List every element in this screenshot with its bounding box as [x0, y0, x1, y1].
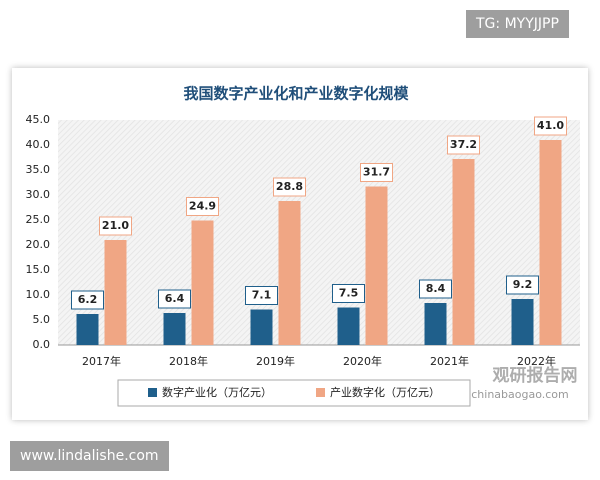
value-label-box: [71, 290, 104, 310]
y-tick-label: 20.0: [26, 238, 51, 251]
bar: [452, 159, 475, 345]
bar: [76, 314, 99, 345]
bar: [163, 313, 186, 345]
value-label-box: [99, 216, 132, 236]
value-label-box: [332, 284, 365, 303]
value-label-box: [534, 116, 567, 136]
value-label-box: [506, 275, 539, 295]
bar: [511, 299, 534, 345]
bar: [539, 140, 562, 345]
y-tick-label: 25.0: [26, 213, 51, 226]
value-label: 8.4: [426, 282, 446, 295]
bar: [337, 307, 360, 345]
bar: [424, 303, 447, 345]
value-label: 28.8: [276, 180, 303, 193]
y-tick-label: 40.0: [26, 138, 51, 151]
value-label-box: [419, 279, 452, 299]
legend-box: [117, 379, 471, 407]
value-label-box: [158, 289, 191, 309]
value-label-box: [245, 286, 278, 305]
bar: [104, 240, 127, 345]
legend-swatch: [148, 388, 157, 397]
bar: [278, 201, 301, 345]
value-label: 6.4: [165, 292, 185, 305]
y-tick-label: 0.0: [33, 338, 51, 351]
x-tick-label: 2019年: [256, 354, 295, 368]
x-tick-label: 2022年: [517, 354, 556, 368]
value-label: 31.7: [363, 166, 390, 179]
value-label: 41.0: [537, 119, 564, 132]
value-label: 21.0: [102, 219, 129, 232]
chart: 我国数字产业化和产业数字化规模 观研报告网 chinabaogao.com 0.…: [26, 85, 580, 407]
x-tick-label: 2020年: [343, 354, 382, 368]
bar: [250, 309, 273, 345]
x-tick-label: 2017年: [82, 354, 121, 368]
x-tick-label: 2018年: [169, 354, 208, 368]
tag-bottom: www.lindalishe.com: [10, 441, 169, 471]
watermark: chinabaogao.com: [471, 388, 569, 401]
legend-label: 数字产业化（万亿元）: [162, 385, 272, 399]
value-label-box: [360, 163, 393, 182]
y-tick-label: 15.0: [26, 263, 51, 276]
y-tick-label: 5.0: [33, 313, 51, 326]
x-tick-label: 2021年: [430, 354, 469, 368]
bar: [365, 186, 388, 345]
chart-title: 我国数字产业化和产业数字化规模: [183, 85, 409, 103]
value-label: 6.2: [78, 293, 98, 306]
legend-label: 产业数字化（万亿元）: [330, 385, 440, 399]
value-label: 7.5: [339, 287, 359, 300]
y-tick-label: 30.0: [26, 188, 51, 201]
value-label: 24.9: [189, 200, 216, 213]
value-label-box: [447, 135, 480, 155]
plot-background: [58, 120, 580, 345]
legend-swatch: [316, 388, 325, 397]
y-tick-label: 45.0: [26, 113, 51, 126]
tag-top: TG: MYYJJPP: [466, 10, 569, 38]
watermark: 观研报告网: [492, 365, 578, 386]
value-label-box: [186, 197, 219, 216]
y-tick-label: 35.0: [26, 163, 51, 176]
value-label-box: [273, 177, 306, 197]
value-label: 37.2: [450, 138, 477, 151]
y-tick-label: 10.0: [26, 288, 51, 301]
bar: [191, 220, 214, 345]
value-label: 7.1: [252, 289, 272, 302]
value-label: 9.2: [513, 278, 533, 291]
